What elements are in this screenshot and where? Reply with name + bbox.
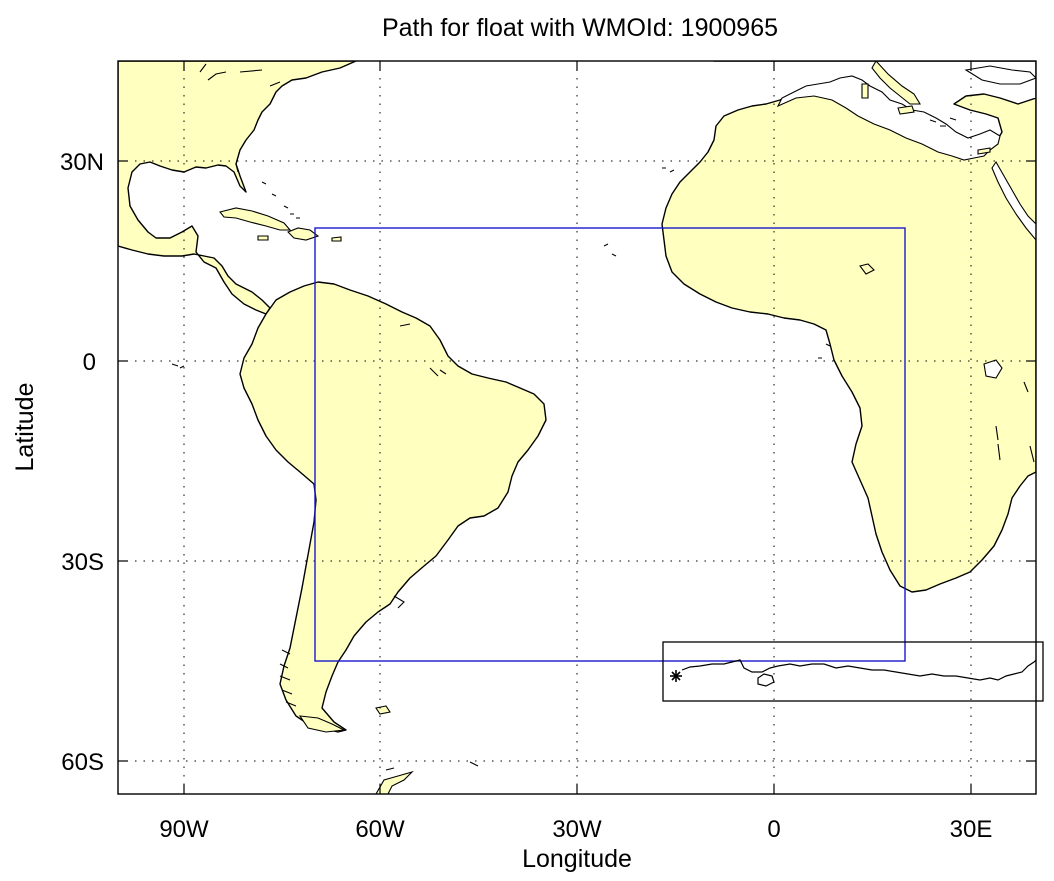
- cyprus-island: [977, 147, 991, 155]
- x-axis-title: Longitude: [522, 845, 632, 873]
- galapagos-islands: [171, 363, 185, 369]
- amazon-mouth: [399, 323, 447, 377]
- hispaniola-island: [287, 227, 320, 241]
- x-tick-label-90w: 90W: [159, 816, 209, 843]
- y-tick-label-30s: 30S: [61, 549, 104, 576]
- cape-verde-islands: [603, 243, 617, 257]
- puerto-rico-island: [331, 236, 342, 242]
- sicily-island: [897, 105, 915, 115]
- rift-lakes: [995, 381, 1035, 463]
- y-tick-label-30n: 30N: [60, 149, 104, 176]
- north-america-landmass: [118, 61, 357, 315]
- deployment-region-box: [314, 227, 906, 662]
- x-tick-label-0: 0: [767, 816, 780, 843]
- map-grid: [118, 61, 1036, 794]
- canary-islands: [662, 167, 675, 173]
- italy-peninsula: [871, 61, 921, 105]
- y-axis-title: Latitude: [11, 383, 39, 472]
- cuba-island: [219, 207, 292, 231]
- chile-fjords: [279, 649, 297, 707]
- x-tick-label-30w: 30W: [552, 816, 602, 843]
- northern-coast-detail: [199, 63, 281, 87]
- plot-title: Path for float with WMOId: 1900965: [382, 14, 778, 42]
- y-tick-label-0: 0: [83, 349, 96, 376]
- mediterranean-sea: [776, 75, 1001, 161]
- rio-de-la-plata: [393, 595, 405, 609]
- red-sea: [991, 160, 1036, 241]
- florida-coast: [235, 163, 239, 173]
- jamaica-island: [257, 235, 269, 241]
- float-loop: [757, 673, 775, 687]
- bahamas-islands: [261, 181, 300, 219]
- float-trajectory-line: [681, 659, 1036, 681]
- axis-ticks: [118, 61, 1036, 794]
- south-georgia-island: [469, 761, 479, 767]
- x-tick-label-30e: 30E: [950, 816, 993, 843]
- x-tick-labels: 90W 60W 30W 0 30E: [159, 816, 992, 843]
- antarctic-peninsula: [375, 770, 414, 794]
- south-shetland-islands: [385, 767, 395, 771]
- lake-chad: [859, 263, 875, 275]
- black-sea: [964, 65, 1036, 85]
- greece-islands: [929, 117, 957, 127]
- sardinia-island: [861, 83, 869, 99]
- float-region-box: [662, 641, 1044, 702]
- float-path: [670, 659, 1036, 687]
- float-start-asterisk-marker: [670, 670, 682, 682]
- tierra-del-fuego: [298, 715, 346, 733]
- x-tick-label-60w: 60W: [355, 816, 405, 843]
- gulf-of-guinea-islands: [818, 343, 831, 359]
- y-tick-labels: 30N 0 30S 60S: [60, 149, 104, 776]
- y-tick-label-60s: 60S: [61, 749, 104, 776]
